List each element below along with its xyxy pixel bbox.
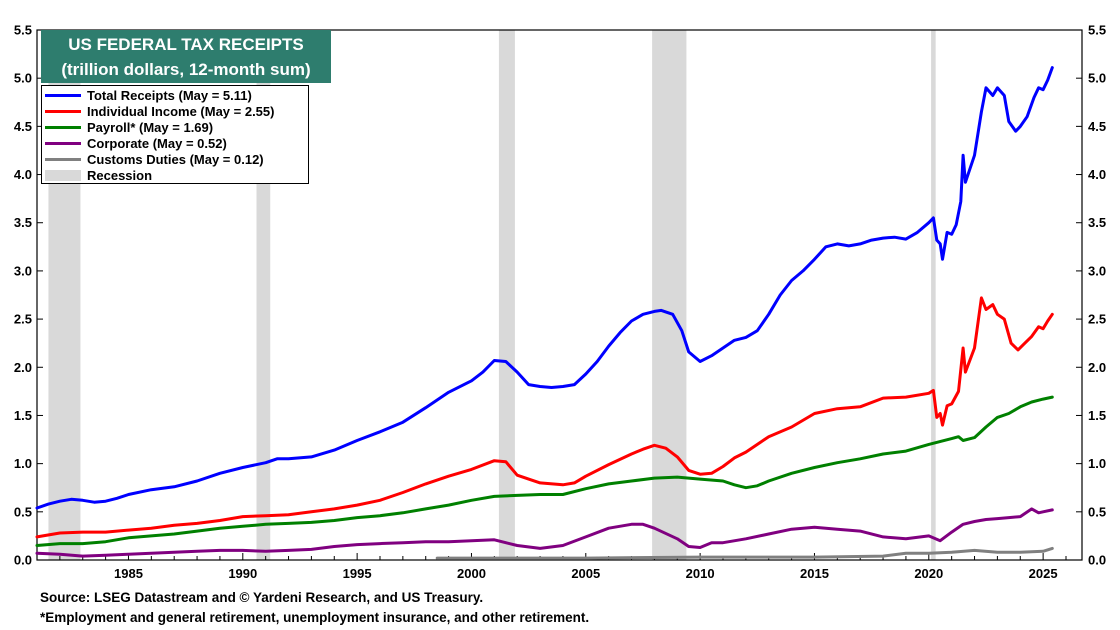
y-tick-label-right: 1.0 <box>1088 456 1106 471</box>
footnote: *Employment and general retirement, unem… <box>40 610 590 625</box>
legend-swatch <box>45 109 81 113</box>
legend-item-payroll: Payroll* (May = 1.69) <box>42 119 308 135</box>
legend: Total Receipts (May = 5.11) Individual I… <box>41 85 309 184</box>
y-tick-label-left: 3.0 <box>14 263 32 278</box>
source-note: Source: LSEG Datastream and © Yardeni Re… <box>40 590 484 605</box>
legend-label: Customs Duties (May = 0.12) <box>87 151 264 167</box>
legend-item-customs: Customs Duties (May = 0.12) <box>42 151 308 167</box>
plot-frame <box>36 29 1083 561</box>
legend-swatch <box>45 169 81 181</box>
legend-item-corporate: Corporate (May = 0.52) <box>42 135 308 151</box>
x-tick-label: 1995 <box>343 566 372 581</box>
y-tick-label-right: 4.0 <box>1088 167 1106 182</box>
y-tick-label-right: 2.5 <box>1088 312 1106 327</box>
recession-band <box>498 30 515 560</box>
x-tick-label: 1990 <box>228 566 257 581</box>
y-tick-label-left: 4.5 <box>14 119 32 134</box>
x-tick-label: 2025 <box>1029 566 1058 581</box>
legend-label: Recession <box>87 167 153 183</box>
y-tick-label-left: 4.0 <box>14 167 32 182</box>
series-line <box>35 296 1054 539</box>
x-tick-label: 2010 <box>686 566 715 581</box>
y-tick-label-right: 5.5 <box>1088 23 1106 38</box>
legend-label: Payroll* (May = 1.69) <box>87 119 214 135</box>
legend-label: Corporate (May = 0.52) <box>87 135 227 151</box>
x-tick-label: 2005 <box>571 566 600 581</box>
legend-item-total: Total Receipts (May = 5.11) <box>42 87 308 103</box>
series-line <box>35 395 1054 547</box>
legend-swatch <box>45 125 81 129</box>
y-tick-label-left: 1.0 <box>14 456 32 471</box>
y-tick-label-right: 4.5 <box>1088 119 1106 134</box>
y-tick-label-left: 2.0 <box>14 360 32 375</box>
y-tick-label-left: 0.0 <box>14 553 32 568</box>
legend-item-recession: Recession <box>42 167 308 183</box>
y-tick-label-right: 0.0 <box>1088 553 1106 568</box>
series-line <box>35 66 1054 510</box>
y-tick-label-right: 3.5 <box>1088 215 1106 230</box>
x-tick-label: 2015 <box>800 566 829 581</box>
y-tick-label-right: 0.5 <box>1088 504 1106 519</box>
legend-label: Individual Income (May = 2.55) <box>87 103 275 119</box>
legend-item-individual: Individual Income (May = 2.55) <box>42 103 308 119</box>
y-tick-label-left: 5.5 <box>14 23 32 38</box>
y-tick-label-left: 1.5 <box>14 408 32 423</box>
chart-title-line1: US FEDERAL TAX RECEIPTS <box>68 35 304 54</box>
y-tick-label-right: 3.0 <box>1088 263 1106 278</box>
x-tick-label: 2020 <box>914 566 943 581</box>
x-tick-label: 1985 <box>114 566 143 581</box>
legend-swatch <box>45 157 81 161</box>
chart-title: US FEDERAL TAX RECEIPTS (trillion dollar… <box>41 30 331 83</box>
chart-title-line2: (trillion dollars, 12-month sum) <box>61 60 311 79</box>
y-tick-label-left: 3.5 <box>14 215 32 230</box>
y-tick-label-right: 2.0 <box>1088 360 1106 375</box>
axes: 0.0 0.0 0.5 0.5 1.0 1.0 1.5 1.5 2.0 2.0 2.5 2.5 3.0 3… <box>14 23 1106 582</box>
legend-label: Total Receipts (May = 5.11) <box>87 87 252 103</box>
series-lines <box>35 66 1054 560</box>
recession-band <box>652 30 687 560</box>
series-line <box>435 546 1054 560</box>
y-tick-label-left: 5.0 <box>14 71 32 86</box>
y-tick-label-left: 2.5 <box>14 312 32 327</box>
series-line <box>35 507 1054 558</box>
legend-swatch <box>45 141 81 145</box>
recession-band <box>931 30 936 560</box>
y-tick-label-right: 1.5 <box>1088 408 1106 423</box>
x-tick-label: 2000 <box>457 566 486 581</box>
y-tick-label-right: 5.0 <box>1088 71 1106 86</box>
y-tick-label-left: 0.5 <box>14 504 32 519</box>
legend-swatch <box>45 93 81 97</box>
